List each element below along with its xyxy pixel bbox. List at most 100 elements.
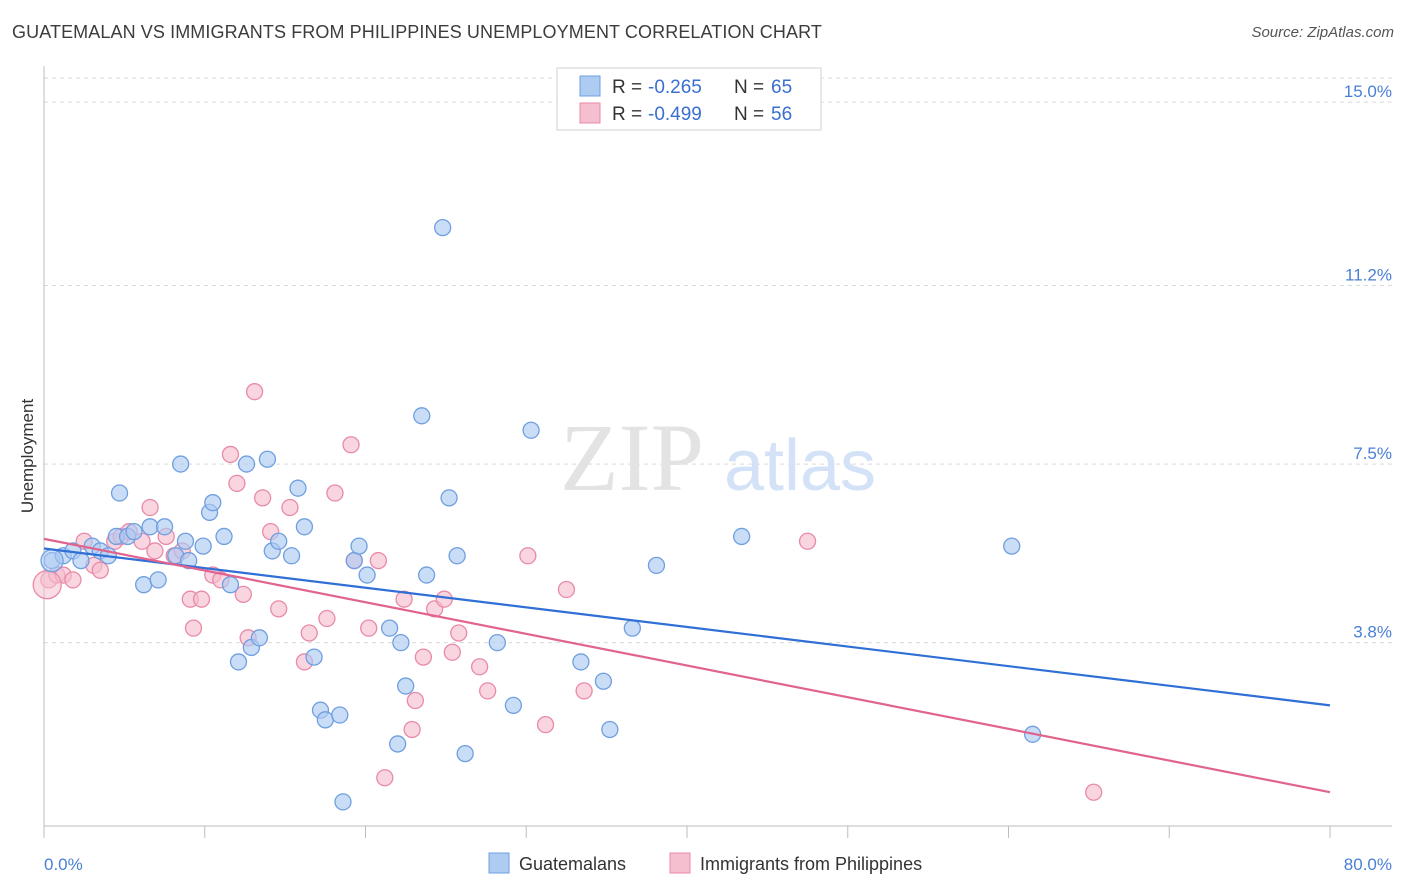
data-point — [184, 619, 203, 637]
y-tick-labels: 3.8% 7.5% 11.2% 15.0% — [1344, 82, 1392, 641]
data-point — [281, 498, 299, 517]
data-point — [326, 484, 344, 502]
data-point — [192, 590, 211, 608]
data-point — [733, 527, 751, 546]
data-point — [146, 542, 164, 560]
data-point — [623, 619, 641, 637]
data-point — [141, 498, 159, 517]
data-point — [258, 450, 277, 468]
bottom-legend-label-blue: Guatemalans — [519, 854, 626, 874]
data-point — [194, 537, 212, 555]
axes — [43, 66, 1392, 838]
bottom-legend-swatch-pink — [669, 852, 691, 874]
legend-n-value-pink: 56 — [771, 104, 792, 125]
data-point — [557, 580, 576, 599]
data-point — [358, 566, 376, 584]
data-point — [295, 518, 314, 536]
watermark-atlas: atlas — [724, 426, 876, 506]
data-point — [228, 474, 246, 493]
data-point — [376, 769, 394, 787]
data-point — [155, 518, 174, 536]
data-point — [798, 532, 817, 550]
data-point — [318, 609, 336, 628]
data-point — [253, 489, 272, 507]
bottom-legend-swatch-blue — [488, 852, 510, 874]
trend-line-pink — [43, 537, 1331, 794]
y-tick-label: 3.8% — [1353, 623, 1392, 642]
data-point — [470, 658, 489, 676]
data-point — [440, 489, 458, 507]
data-point — [141, 518, 159, 536]
legend-r-label-blue: R = — [612, 77, 642, 98]
data-point — [448, 547, 466, 565]
data-point — [392, 633, 410, 652]
data-point — [504, 696, 523, 715]
data-point — [316, 711, 334, 729]
data-point — [647, 556, 666, 575]
data-point-cluster — [32, 570, 62, 600]
data-point — [345, 551, 363, 570]
data-point — [414, 648, 433, 666]
data-point — [64, 571, 82, 589]
data-point — [443, 643, 461, 661]
trend-lines — [43, 537, 1331, 794]
data-point — [289, 479, 307, 497]
data-point — [536, 716, 555, 734]
x-tick-label-min: 0.0% — [44, 855, 83, 874]
data-point — [221, 576, 240, 594]
data-point — [229, 653, 248, 671]
legend-swatch-blue — [579, 75, 601, 97]
data-point — [397, 677, 415, 695]
watermark: ZIP atlas — [560, 404, 876, 511]
data-point — [282, 547, 301, 565]
legend-r-label-pink: R = — [612, 104, 642, 125]
data-point — [594, 672, 613, 690]
data-point — [456, 744, 474, 763]
data-point — [519, 547, 537, 565]
data-point — [245, 383, 264, 401]
y-tick-label: 11.2% — [1345, 266, 1392, 285]
data-point — [1003, 537, 1021, 555]
y-tick-label: 15.0% — [1344, 82, 1392, 101]
legend-r-value-pink: -0.499 — [648, 104, 702, 125]
x-tick-labels: 0.0% 80.0% — [44, 855, 1392, 874]
data-point — [300, 624, 318, 642]
data-point — [270, 532, 288, 550]
data-point — [305, 648, 323, 666]
data-point — [406, 691, 424, 710]
data-point — [435, 590, 453, 608]
data-point — [342, 436, 360, 454]
data-point — [234, 585, 252, 604]
data-point — [479, 682, 497, 700]
data-point — [572, 653, 590, 671]
data-point — [395, 590, 413, 608]
bottom-legend: Guatemalans Immigrants from Philippines — [488, 852, 922, 874]
data-point — [434, 218, 452, 237]
data-point — [237, 455, 256, 473]
points-guatemalans — [40, 218, 1042, 811]
data-point — [413, 407, 431, 425]
grid — [44, 77, 1392, 644]
data-point — [135, 576, 153, 594]
data-point — [522, 421, 540, 439]
bottom-legend-label-pink: Immigrants from Philippines — [700, 854, 922, 874]
data-point — [380, 619, 399, 637]
data-point — [91, 561, 109, 579]
data-point — [331, 706, 349, 724]
source-label: Source: ZipAtlas.com — [1251, 24, 1394, 41]
data-point — [250, 629, 269, 647]
y-tick-label: 7.5% — [1353, 444, 1392, 463]
data-point-cluster — [40, 548, 64, 573]
data-point — [221, 445, 240, 464]
data-point — [270, 600, 288, 618]
watermark-zip: ZIP — [560, 404, 704, 511]
data-point — [369, 551, 388, 570]
legend-n-value-blue: 65 — [771, 77, 792, 98]
data-point — [334, 793, 352, 811]
data-point — [1085, 783, 1103, 801]
trend-line-blue — [43, 547, 1331, 707]
legend-swatch-pink — [579, 102, 601, 124]
data-point — [204, 494, 222, 512]
legend-n-label-blue: N = — [734, 77, 764, 98]
